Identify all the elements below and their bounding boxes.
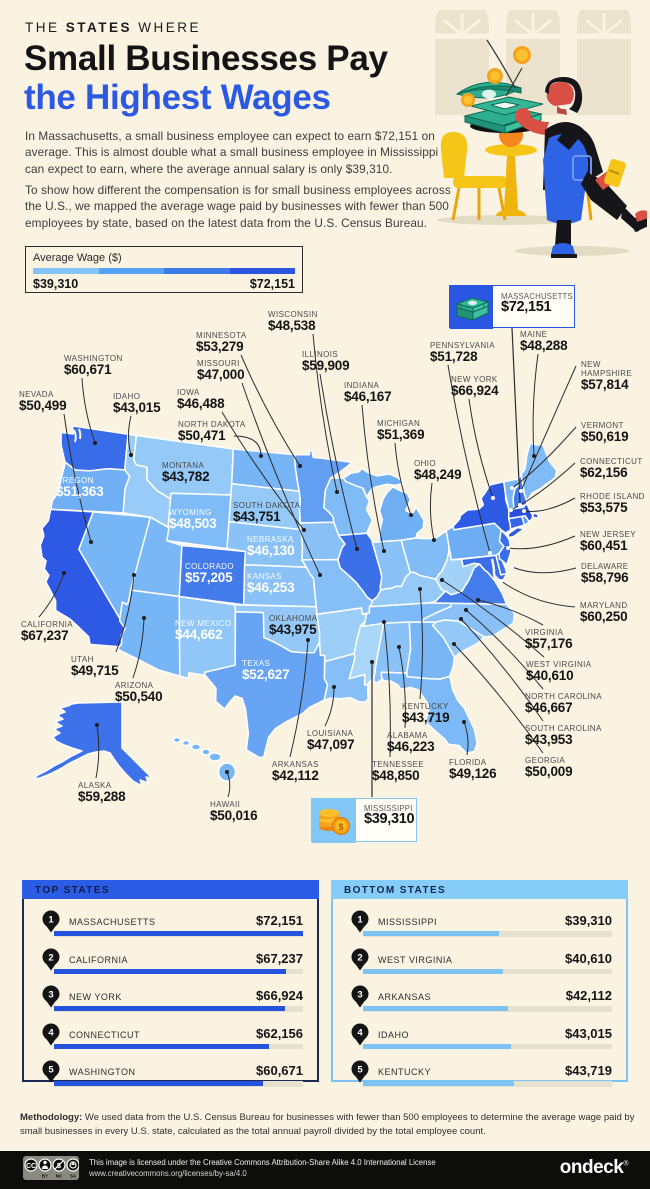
svg-text:$: $ [338, 822, 343, 832]
svg-text:5: 5 [48, 1065, 54, 1076]
svg-text:2: 2 [48, 952, 53, 963]
svg-text:3: 3 [48, 990, 53, 1001]
svg-text:3: 3 [357, 990, 362, 1001]
svg-text:SA: SA [70, 1174, 77, 1179]
svg-text:NC: NC [56, 1174, 63, 1179]
svg-text:4: 4 [48, 1027, 54, 1038]
svg-text:1: 1 [48, 915, 54, 926]
svg-text:CC: CC [26, 1163, 36, 1170]
svg-text:BY: BY [42, 1174, 48, 1179]
svg-text:4: 4 [357, 1027, 363, 1038]
svg-text:1: 1 [357, 915, 363, 926]
svg-text:2: 2 [357, 952, 362, 963]
svg-text:5: 5 [357, 1065, 363, 1076]
